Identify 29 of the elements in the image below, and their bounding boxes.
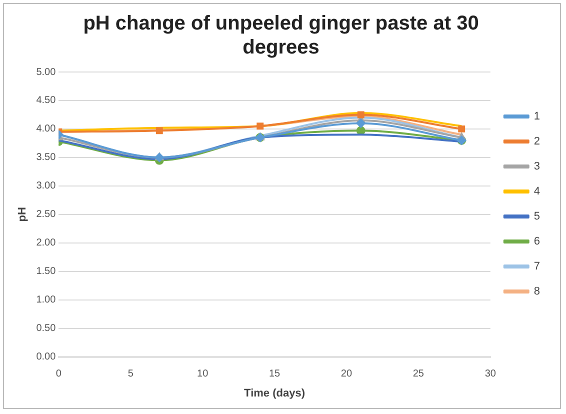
y-tick-label: 3.00 [36,180,56,192]
x-axis-title: Time (days) [244,387,306,400]
legend-label: 2 [534,136,540,148]
x-tick-label: 25 [412,368,424,380]
y-tick-label: 0.50 [36,323,56,334]
y-tick-label: 1.00 [36,294,56,306]
y-axis-title: pH [16,207,29,222]
y-tick-label: 0.00 [36,352,56,363]
legend-label: 4 [534,186,540,198]
legend-label: 3 [534,160,540,173]
y-tick-label: 4.50 [36,95,56,106]
x-tick-label: 10 [197,368,209,380]
x-tick-label: 30 [484,368,496,380]
legend-label: 5 [534,210,540,223]
legend-label: 7 [534,260,540,273]
y-tick-label: 2.00 [36,238,56,249]
chart-title: pH change of unpeeled ginger paste at 30 degrees [83,12,479,59]
y-tick-label: 1.50 [36,266,56,278]
y-tick-label: 3.50 [36,152,56,164]
x-tick-label: 20 [340,368,352,380]
x-tick-label: 15 [268,368,281,380]
y-tick-label: 2.50 [36,209,56,220]
y-tick-label: 4.00 [36,124,56,135]
x-tick-label: 0 [56,368,62,380]
legend-label: 6 [534,236,540,248]
y-tick-label: 5.00 [36,66,56,78]
legend-label: 1 [534,110,540,123]
legend-label: 8 [534,286,540,298]
x-tick-label: 5 [128,368,134,380]
